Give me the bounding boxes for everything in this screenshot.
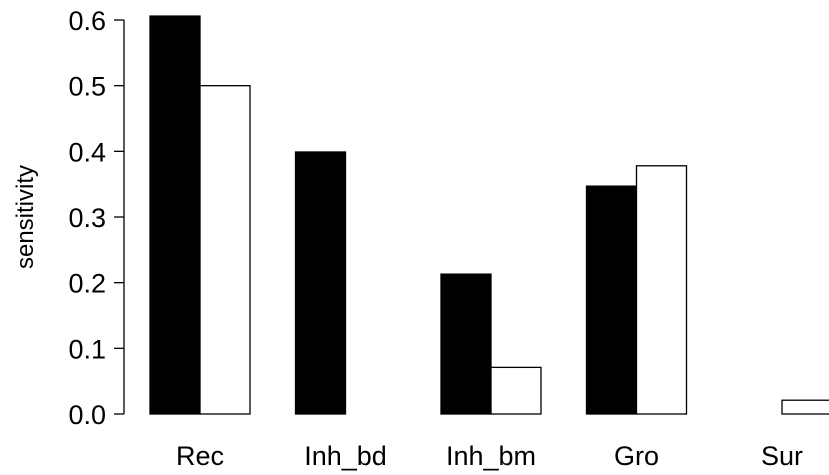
y-axis: 0.0 0.1 0.2 0.3 0.4 0.5 0.6 <box>68 6 125 430</box>
bar-gro-series-2 <box>635 165 688 415</box>
plot-area <box>149 15 829 415</box>
x-tick-label: Inh_bd <box>304 441 387 471</box>
y-tick-label: 0.6 <box>68 6 106 36</box>
bar-sur-series-2 <box>781 399 829 415</box>
x-tick-label: Gro <box>614 441 659 471</box>
bar-inh-bm-series-1 <box>440 273 492 415</box>
bar-inh-bm-series-2 <box>490 366 542 415</box>
x-tick-label: Sur <box>761 441 803 471</box>
y-tick-label: 0.1 <box>68 334 106 364</box>
y-tick-label: 0.4 <box>68 137 106 167</box>
y-tick-label: 0.3 <box>68 203 106 233</box>
x-axis: Rec Inh_bd Inh_bm Gro Sur <box>176 441 803 471</box>
y-axis-title: sensitivity <box>12 165 39 269</box>
x-tick-label: Inh_bm <box>446 441 536 471</box>
y-tick-label: 0.0 <box>68 400 106 430</box>
bar-inh-bd-series-1 <box>294 151 347 415</box>
y-tick-label: 0.2 <box>68 269 106 299</box>
x-tick-label: Rec <box>176 441 224 471</box>
bar-rec-series-1 <box>149 15 201 415</box>
y-tick-label: 0.5 <box>68 72 106 102</box>
bar-rec-series-2 <box>199 85 251 415</box>
bar-gro-series-1 <box>585 185 638 415</box>
